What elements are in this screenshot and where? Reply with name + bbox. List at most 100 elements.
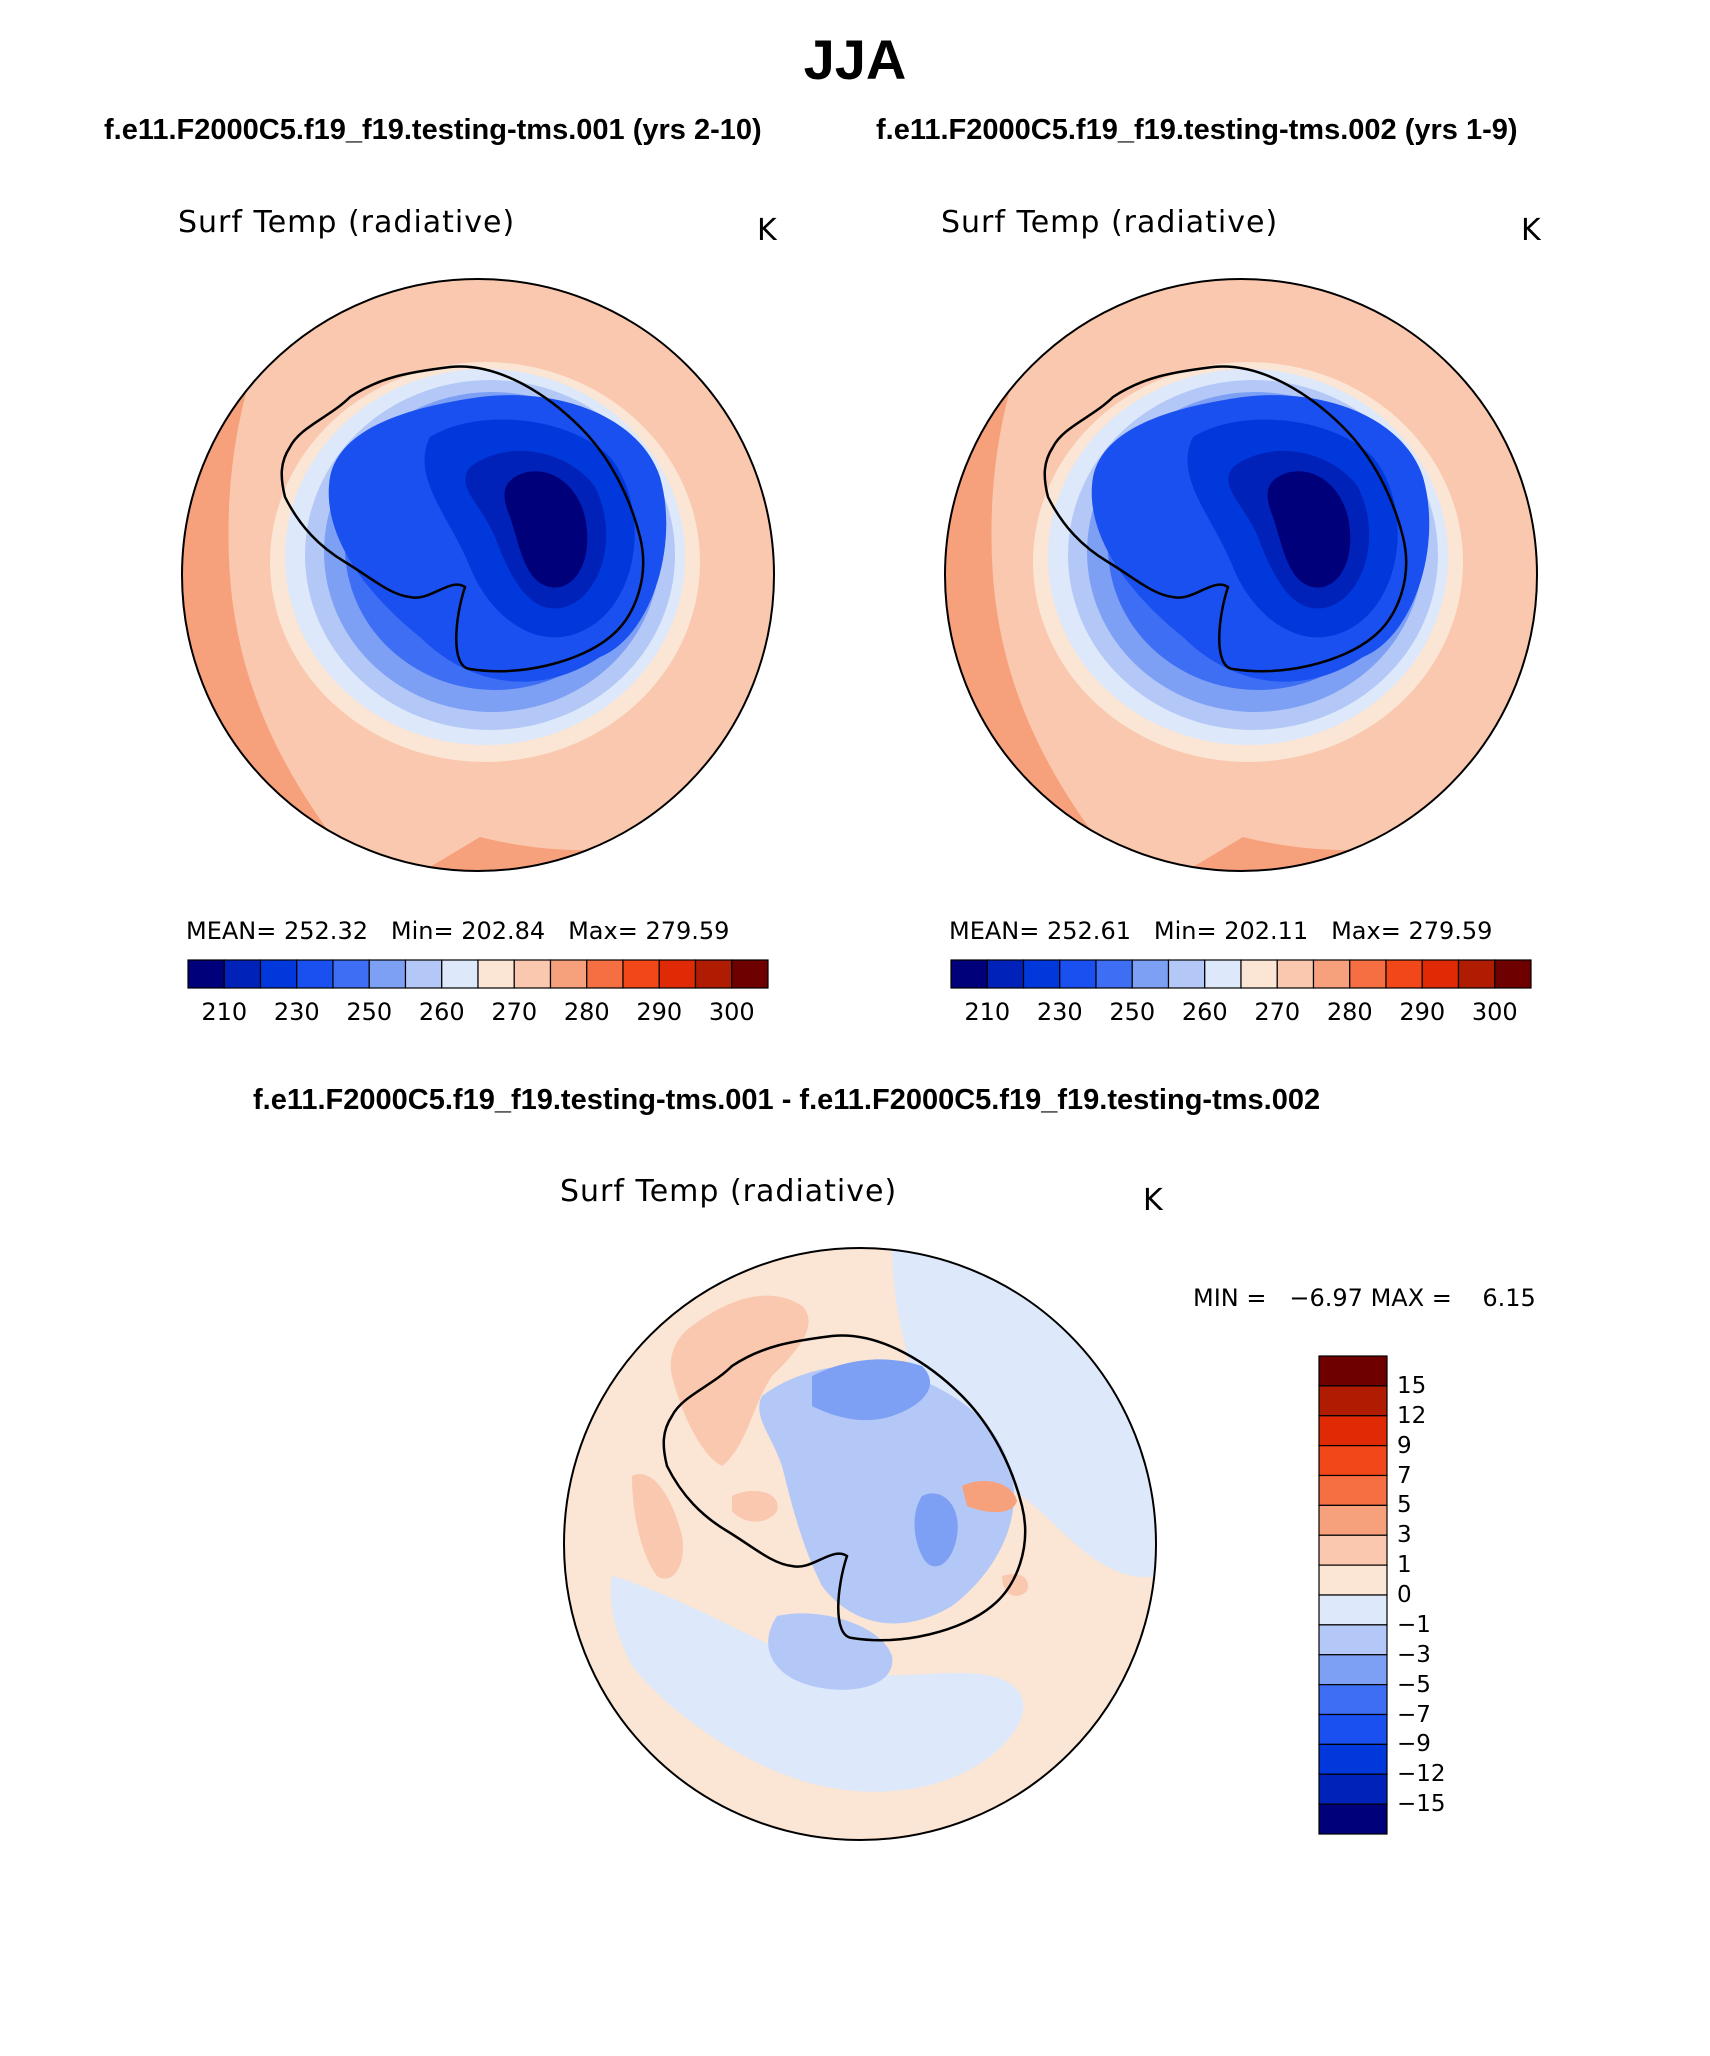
right-colorbar-tick: 280: [1326, 998, 1373, 1026]
diff-colorbar-swatch: [1318, 1385, 1388, 1417]
left-colorbar-swatch: [441, 959, 479, 989]
left-colorbar-swatch: [223, 959, 262, 989]
diff-colorbar-tick: 0: [1397, 1582, 1412, 1608]
left-colorbar-tick: 250: [346, 998, 393, 1026]
diff-colorbar-tick: 15: [1397, 1372, 1427, 1399]
diff-colorbar-swatch: [1318, 1654, 1388, 1686]
left-colorbar-tick: 280: [563, 998, 610, 1026]
diff-colorbar-swatch: [1318, 1743, 1388, 1775]
diff-min-value: −6.97: [1289, 1284, 1363, 1312]
left-colorbar-swatch: [731, 959, 769, 989]
diff-panel-units: K: [1143, 1183, 1164, 1218]
diff-colorbar-tick: −1: [1397, 1611, 1431, 1638]
right-max-label: Max=: [1331, 917, 1401, 945]
right-panel-stats: MEAN= 252.61 Min= 202.11 Max= 279.59: [949, 917, 1492, 945]
diff-colorbar-tick: 1: [1397, 1552, 1412, 1579]
right-colorbar: [950, 959, 1532, 989]
left-colorbar-swatch: [187, 959, 225, 989]
left-max-label: Max=: [568, 917, 638, 945]
left-polar-map: [181, 278, 775, 872]
left-colorbar-swatch: [332, 959, 370, 989]
diff-colorbar-swatch: [1318, 1445, 1388, 1477]
diff-colorbar-swatch: [1318, 1504, 1388, 1536]
left-colorbar-tick: 290: [636, 998, 683, 1026]
right-colorbar-swatch: [1095, 959, 1133, 989]
left-min-label: Min=: [390, 917, 454, 945]
right-colorbar-tick: 230: [1036, 998, 1083, 1026]
right-colorbar-tick: 210: [964, 998, 1011, 1026]
right-colorbar-swatch: [1204, 959, 1242, 989]
left-panel-variable: Surf Temp (radiative): [178, 205, 516, 240]
diff-colorbar-tick: −5: [1397, 1671, 1431, 1698]
diff-colorbar-tick: 7: [1397, 1462, 1412, 1489]
diff-colorbar-swatch: [1318, 1474, 1388, 1506]
case-title-right: f.e11.F2000C5.f19_f19.testing-tms.002 (y…: [876, 114, 1518, 146]
right-colorbar-swatch: [1240, 959, 1278, 989]
left-colorbar-tick: 270: [491, 998, 538, 1026]
diff-polar-map: [563, 1247, 1157, 1841]
left-panel-units: K: [757, 213, 778, 248]
diff-min-label: MIN =: [1193, 1284, 1267, 1312]
left-colorbar-swatch: [296, 959, 334, 989]
left-colorbar-swatch: [368, 959, 407, 989]
left-max-value: 279.59: [645, 917, 730, 945]
left-colorbar-tick: 260: [418, 998, 465, 1026]
right-panel-variable: Surf Temp (radiative): [941, 205, 1279, 240]
left-colorbar-tick: 210: [201, 998, 248, 1026]
right-colorbar-tick: 290: [1399, 998, 1446, 1026]
right-colorbar-swatch: [1385, 959, 1423, 989]
left-colorbar-swatch: [622, 959, 660, 989]
diff-colorbar-swatch: [1318, 1684, 1388, 1716]
right-colorbar-swatch: [950, 959, 988, 989]
diff-colorbar-swatch: [1318, 1624, 1388, 1656]
diff-max-value: 6.15: [1482, 1284, 1536, 1312]
left-colorbar-swatch: [477, 959, 515, 989]
left-panel-stats: MEAN= 252.32 Min= 202.84 Max= 279.59: [186, 917, 729, 945]
diff-colorbar: [1318, 1355, 1388, 1835]
right-mean-label: MEAN=: [949, 917, 1040, 945]
diff-colorbar-tick: −15: [1397, 1791, 1446, 1818]
right-max-value: 279.59: [1408, 917, 1493, 945]
diff-colorbar-tick: −7: [1397, 1701, 1431, 1728]
diff-colorbar-tick: 3: [1397, 1522, 1412, 1549]
right-colorbar-swatch: [1167, 959, 1206, 989]
left-colorbar-swatch: [658, 959, 697, 989]
left-mean-value: 252.32: [284, 917, 368, 945]
diff-colorbar-swatch: [1318, 1534, 1388, 1566]
diff-max-label: MAX =: [1370, 1284, 1452, 1312]
left-colorbar-swatch: [694, 959, 733, 989]
left-colorbar-tick: 230: [273, 998, 320, 1026]
right-polar-map: [944, 278, 1538, 872]
diff-colorbar-tick: −3: [1397, 1641, 1431, 1668]
diff-panel-stats: MIN = −6.97 MAX = 6.15: [1193, 1284, 1536, 1312]
diff-colorbar-swatch: [1318, 1564, 1388, 1596]
diff-colorbar-swatch: [1318, 1803, 1388, 1835]
left-colorbar-swatch: [586, 959, 624, 989]
diff-colorbar-swatch: [1318, 1594, 1388, 1626]
right-min-value: 202.11: [1224, 917, 1309, 945]
diff-colorbar-tick: −12: [1397, 1761, 1446, 1788]
right-mean-value: 252.61: [1047, 917, 1131, 945]
left-mean-label: MEAN=: [186, 917, 277, 945]
right-colorbar-swatch: [1022, 959, 1061, 989]
diff-colorbar-swatch: [1318, 1713, 1388, 1745]
diff-colorbar-swatch: [1318, 1355, 1388, 1387]
right-colorbar-tick: 260: [1181, 998, 1228, 1026]
diff-panel-variable: Surf Temp (radiative): [560, 1174, 898, 1209]
left-min-value: 202.84: [461, 917, 546, 945]
right-colorbar-swatch: [986, 959, 1025, 989]
right-colorbar-swatch: [1349, 959, 1387, 989]
left-colorbar: [187, 959, 769, 989]
case-title-left: f.e11.F2000C5.f19_f19.testing-tms.001 (y…: [104, 114, 762, 146]
case-title-diff: f.e11.F2000C5.f19_f19.testing-tms.001 - …: [253, 1084, 1321, 1116]
left-colorbar-swatch: [404, 959, 443, 989]
right-colorbar-swatch: [1421, 959, 1460, 989]
right-colorbar-tick: 270: [1254, 998, 1301, 1026]
right-colorbar-swatch: [1312, 959, 1351, 989]
diff-colorbar-swatch: [1318, 1773, 1388, 1805]
right-colorbar-swatch: [1059, 959, 1097, 989]
left-colorbar-swatch: [259, 959, 298, 989]
diff-colorbar-tick: 9: [1397, 1432, 1412, 1459]
right-colorbar-swatch: [1457, 959, 1496, 989]
right-colorbar-swatch: [1494, 959, 1532, 989]
